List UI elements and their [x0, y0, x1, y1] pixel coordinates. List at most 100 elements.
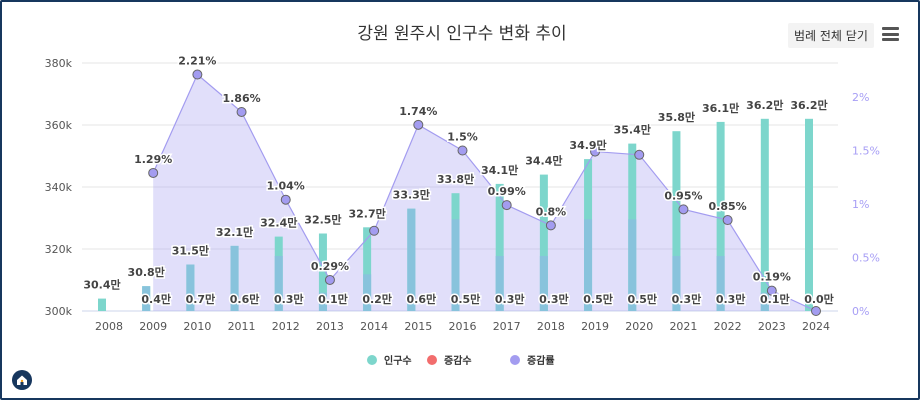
population-bar — [539, 174, 548, 311]
rate-point — [280, 194, 291, 205]
population-bar — [363, 227, 372, 311]
increase-label: 0.3만 — [495, 292, 525, 306]
population-label: 34.4만 — [525, 154, 562, 168]
x-axis-tick: 2011 — [228, 320, 256, 333]
home-icon[interactable] — [12, 370, 32, 390]
population-label: 32.1만 — [216, 225, 253, 239]
rate-label: 1.86% — [222, 92, 260, 105]
rate-point — [457, 145, 468, 156]
rate-point — [766, 285, 777, 296]
rate-point — [148, 167, 159, 178]
increase-bar — [716, 256, 725, 311]
increase-bar — [142, 286, 151, 311]
population-bar — [716, 121, 725, 312]
left-axis-tick: 320k — [45, 243, 73, 256]
increase-bar — [407, 208, 416, 311]
rate-point — [722, 215, 733, 226]
rate-point — [634, 149, 645, 160]
x-axis-tick: 2014 — [360, 320, 388, 333]
population-label: 34.9만 — [569, 138, 606, 152]
rate-point — [811, 306, 821, 316]
population-label: 36.2만 — [790, 98, 827, 112]
chart-title: 강원 원주시 인구수 변화 추이 — [357, 24, 567, 44]
left-axis-tick: 300k — [45, 305, 73, 318]
increase-bar — [628, 219, 637, 311]
x-axis-tick: 2021 — [669, 320, 697, 333]
rate-label: 0.29% — [311, 260, 349, 273]
increase-label: 0.5만 — [583, 292, 613, 306]
increase-label: 0.3만 — [716, 292, 746, 306]
x-axis-tick: 2012 — [272, 320, 300, 333]
increase-label: 0.3만 — [672, 292, 702, 306]
x-axis-tick: 2016 — [449, 320, 477, 333]
x-axis-tick: 2022 — [714, 320, 742, 333]
population-label: 31.5만 — [172, 244, 209, 258]
legend-item: 증감수 — [444, 355, 472, 367]
increase-bar — [274, 256, 283, 311]
right-axis-tick: 0.5% — [852, 252, 880, 265]
x-axis-tick: 2019 — [581, 320, 609, 333]
right-axis-tick: 0% — [852, 305, 869, 318]
right-axis-tick: 1% — [852, 198, 869, 211]
increase-label: 0.5만 — [627, 292, 657, 306]
rate-label: 1.04% — [267, 180, 305, 193]
rate-label: 0.85% — [709, 200, 747, 213]
x-axis-tick: 2008 — [95, 320, 123, 333]
population-label: 36.2만 — [746, 98, 783, 112]
rate-point — [545, 220, 556, 231]
rate-label: 2.21% — [178, 55, 216, 68]
rate-point — [413, 119, 424, 130]
rate-label: 0.19% — [753, 271, 791, 284]
population-label: 30.8만 — [128, 265, 165, 279]
increase-label: 0.7만 — [186, 292, 216, 306]
x-axis-tick: 2018 — [537, 320, 565, 333]
population-label: 34.1만 — [481, 163, 518, 177]
x-axis-tick: 2023 — [758, 320, 786, 333]
rate-point — [678, 204, 689, 215]
population-label: 30.4만 — [83, 278, 120, 292]
increase-bar — [672, 256, 681, 311]
increase-bar — [363, 274, 372, 311]
rate-point — [369, 225, 380, 236]
population-bar — [318, 233, 327, 311]
increase-bar — [584, 219, 593, 311]
population-bar — [805, 118, 813, 311]
increase-label: 0.1만 — [760, 292, 790, 306]
population-bar — [672, 131, 681, 311]
right-axis-tick: 2% — [852, 91, 869, 104]
rate-point — [590, 146, 601, 157]
increase-label: 0.3만 — [274, 292, 304, 306]
increase-label: 0.6만 — [230, 292, 260, 306]
population-bar — [760, 118, 769, 311]
legend-marker — [510, 355, 520, 365]
x-axis-tick: 2024 — [802, 320, 830, 333]
increase-bar — [539, 256, 548, 311]
rate-label: 0.99% — [488, 185, 526, 198]
rate-point — [236, 106, 247, 117]
hamburger-menu-icon[interactable] — [882, 27, 899, 41]
left-axis-tick: 340k — [45, 181, 73, 194]
rate-label: 1.29% — [134, 153, 172, 166]
rate-label: 1.74% — [399, 105, 437, 118]
left-axis-tick: 360k — [45, 119, 73, 132]
rate-label: 1.5% — [447, 131, 478, 144]
population-bar — [98, 298, 106, 311]
legend-toggle-button[interactable]: 범례 전체 닫기 — [788, 23, 874, 48]
population-label: 33.8만 — [437, 172, 474, 186]
x-axis-tick: 2009 — [139, 320, 167, 333]
increase-label: 0.5만 — [451, 292, 481, 306]
rate-line — [152, 73, 817, 312]
x-axis-tick: 2013 — [316, 320, 344, 333]
legend-item: 증감률 — [527, 355, 555, 367]
increase-bar — [451, 219, 460, 311]
population-label: 36.1만 — [702, 101, 739, 115]
x-axis-tick: 2020 — [625, 320, 653, 333]
right-axis-tick: 1.5% — [852, 145, 880, 158]
increase-label: 0.4만 — [141, 292, 171, 306]
legend-marker — [367, 355, 377, 365]
legend-marker — [427, 355, 437, 365]
increase-bar — [318, 292, 327, 311]
population-label: 35.8만 — [658, 110, 695, 124]
x-axis-tick: 2015 — [404, 320, 432, 333]
